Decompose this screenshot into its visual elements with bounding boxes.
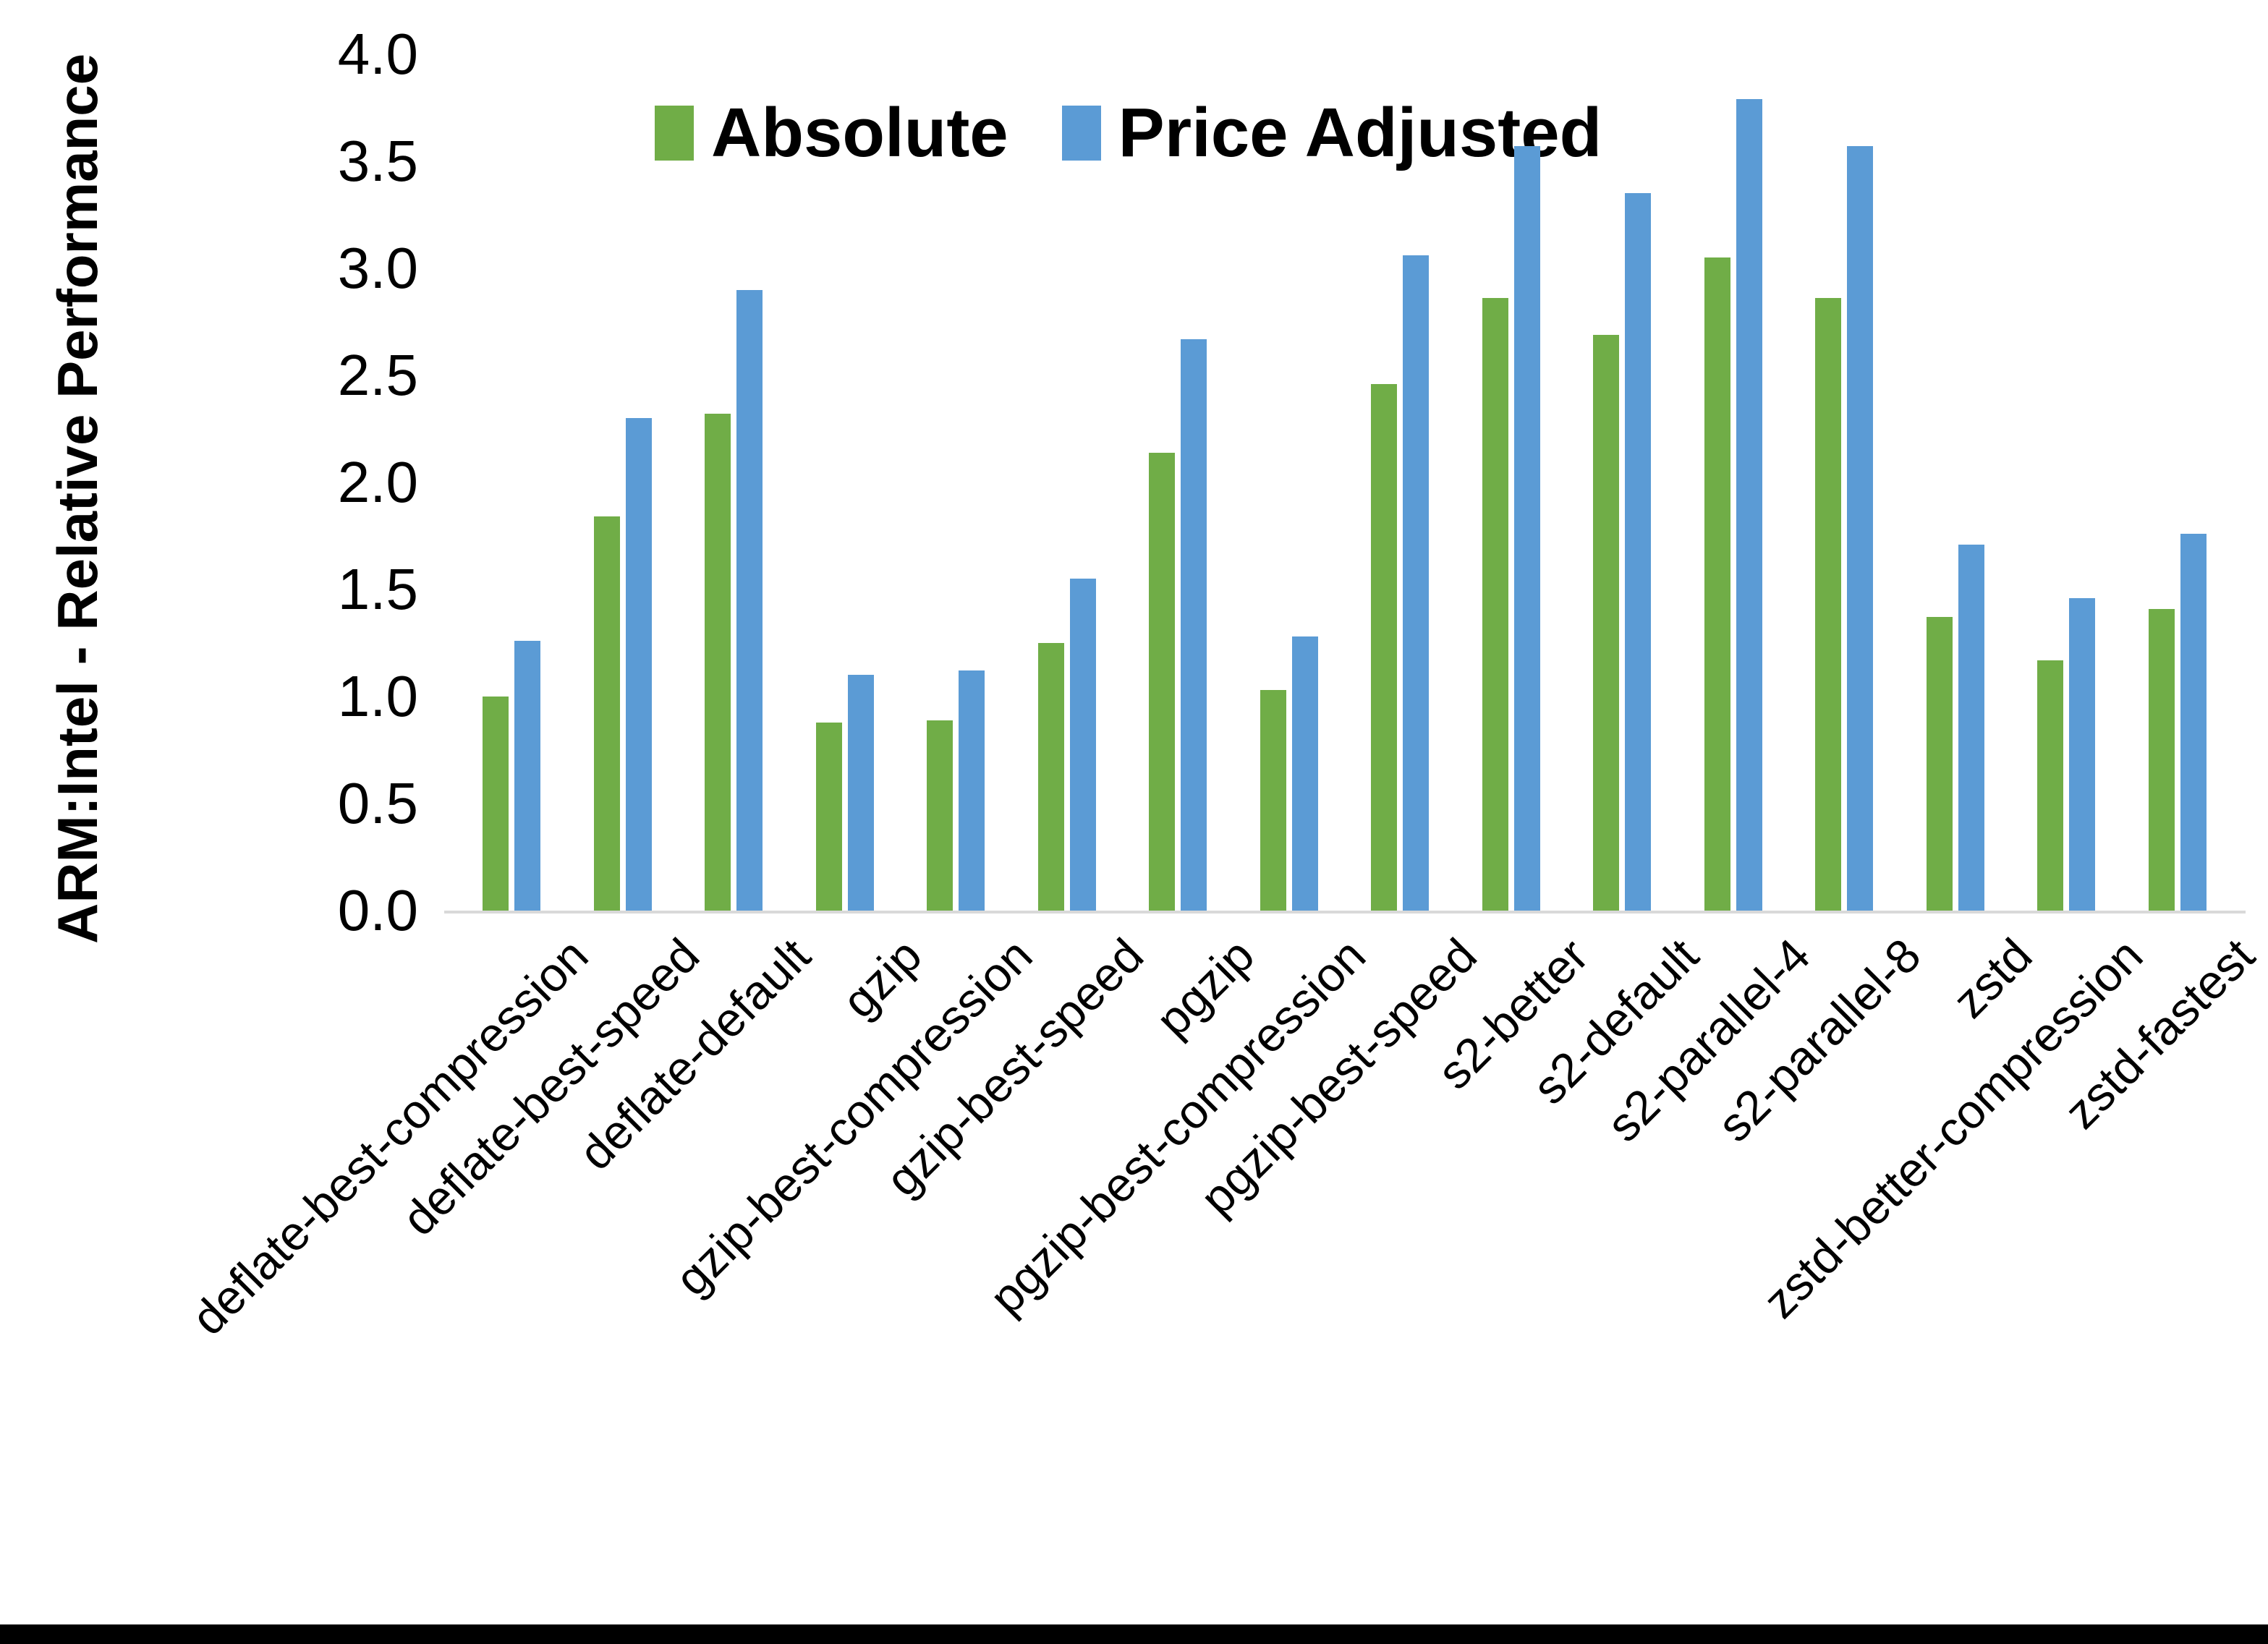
bar-absolute bbox=[1927, 617, 1953, 911]
legend-swatch-price-adjusted bbox=[1061, 106, 1101, 161]
bar-absolute bbox=[1371, 384, 1397, 911]
bar-price-adjusted bbox=[626, 418, 652, 911]
y-tick-label: 3.0 bbox=[337, 236, 418, 300]
bar-price-adjusted bbox=[2069, 598, 2095, 911]
bar-absolute bbox=[2149, 609, 2175, 911]
bar-price-adjusted bbox=[1181, 339, 1207, 911]
bar-absolute bbox=[1704, 257, 1730, 911]
legend-label: Absolute bbox=[711, 94, 1008, 171]
bar-price-adjusted bbox=[1958, 545, 1984, 911]
bar-absolute bbox=[1038, 643, 1064, 911]
bar-absolute bbox=[927, 720, 953, 911]
bar-price-adjusted bbox=[848, 675, 874, 911]
y-tick-label: 1.0 bbox=[337, 664, 418, 728]
bar-absolute bbox=[1482, 298, 1508, 911]
legend-item: Absolute bbox=[655, 97, 1008, 169]
bar-price-adjusted bbox=[1847, 146, 1873, 911]
y-tick-label: 4.0 bbox=[337, 22, 418, 86]
bar-price-adjusted bbox=[1514, 146, 1540, 911]
y-tick-label: 1.5 bbox=[337, 557, 418, 621]
bar-absolute bbox=[816, 723, 842, 911]
bar-price-adjusted bbox=[1736, 99, 1762, 911]
bar-price-adjusted bbox=[959, 670, 985, 911]
bar-price-adjusted bbox=[1403, 255, 1429, 911]
y-tick-label: 3.5 bbox=[337, 129, 418, 193]
bar-price-adjusted bbox=[2180, 534, 2207, 911]
x-axis-label: gzip bbox=[831, 928, 932, 1028]
x-axis-line bbox=[444, 911, 2246, 913]
bar-absolute bbox=[483, 697, 509, 911]
bar-price-adjusted bbox=[736, 290, 763, 911]
legend-swatch-absolute bbox=[655, 106, 694, 161]
bar-absolute bbox=[705, 414, 731, 911]
bar-absolute bbox=[594, 516, 620, 911]
bar-absolute bbox=[1593, 335, 1619, 911]
bar-price-adjusted bbox=[1625, 193, 1651, 911]
bar-price-adjusted bbox=[514, 641, 540, 911]
y-tick-label: 0.0 bbox=[337, 878, 418, 942]
bar-absolute bbox=[1260, 690, 1286, 911]
bar-absolute bbox=[1815, 298, 1841, 911]
bar-absolute bbox=[1149, 453, 1175, 911]
bar-price-adjusted bbox=[1070, 579, 1096, 911]
y-tick-label: 2.5 bbox=[337, 343, 418, 407]
bottom-border bbox=[0, 1624, 2268, 1644]
bar-price-adjusted bbox=[1292, 636, 1318, 911]
x-axis-label: zstd bbox=[1942, 928, 2042, 1028]
y-tick-label: 2.0 bbox=[337, 450, 418, 514]
y-tick-label: 0.5 bbox=[337, 771, 418, 835]
bar-absolute bbox=[2037, 660, 2063, 911]
